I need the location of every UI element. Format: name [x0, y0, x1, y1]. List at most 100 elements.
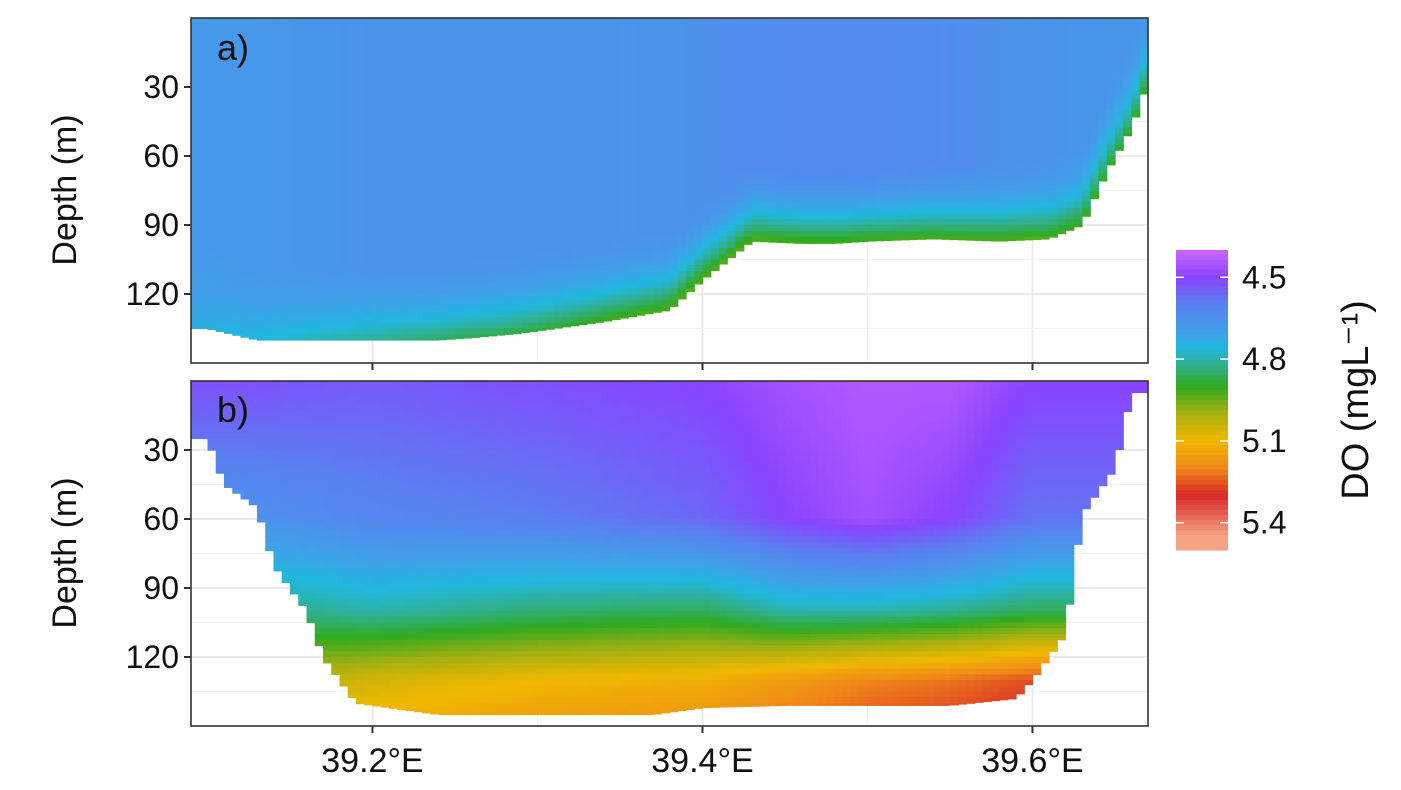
contour-cell — [446, 219, 456, 226]
contour-cell — [603, 115, 613, 123]
contour-cell — [380, 167, 390, 174]
contour-cell — [438, 179, 448, 186]
contour-cell — [323, 236, 332, 243]
contour-cell — [653, 69, 662, 77]
contour-cell — [248, 202, 258, 209]
contour-cell — [966, 69, 976, 77]
contour-cell — [595, 276, 605, 284]
contour-cell — [776, 58, 786, 65]
contour-cell — [405, 253, 415, 261]
contour-cell — [281, 110, 291, 117]
contour-cell — [504, 311, 514, 318]
contour-cell — [215, 161, 225, 169]
contour-cell — [818, 18, 827, 25]
contour-cell — [834, 81, 844, 88]
contour-cell — [686, 179, 695, 186]
contour-cell — [785, 196, 794, 203]
contour-cell — [240, 236, 250, 243]
contour-cell — [595, 64, 605, 71]
contour-cell — [298, 64, 308, 71]
contour-cell — [587, 92, 596, 100]
contour-cell — [191, 219, 200, 226]
contour-cell — [611, 288, 621, 295]
contour-cell — [743, 207, 753, 215]
contour-cell — [719, 127, 728, 134]
contour-cell — [298, 317, 308, 324]
contour-cell — [1016, 133, 1025, 140]
contour-cell — [290, 276, 299, 284]
contour-cell — [347, 248, 357, 255]
contour-cell — [521, 133, 530, 140]
contour-cell — [248, 225, 258, 232]
contour-cell — [867, 225, 877, 232]
contour-cell — [859, 144, 869, 151]
contour-cell — [644, 259, 654, 266]
contour-cell — [207, 167, 217, 174]
contour-cell — [875, 29, 885, 36]
contour-cell — [785, 173, 794, 180]
contour-cell — [875, 81, 885, 88]
contour-cell — [265, 328, 275, 335]
contour-cell — [595, 213, 605, 220]
contour-cell — [793, 213, 803, 220]
contour-cell — [793, 18, 803, 25]
contour-cell — [966, 115, 976, 123]
contour-cell — [578, 322, 588, 326]
contour-cell — [570, 69, 580, 77]
contour-cell — [826, 121, 836, 128]
contour-cell — [974, 213, 984, 220]
contour-cell — [191, 98, 200, 105]
contour-cell — [1016, 87, 1025, 94]
contour-cell — [793, 64, 803, 71]
contour-cell — [636, 18, 646, 25]
contour-cell — [950, 150, 959, 157]
contour-cell — [917, 81, 926, 88]
contour-cell — [1007, 29, 1017, 36]
contour-cell — [257, 179, 266, 186]
contour-cell — [347, 87, 357, 94]
contour-cell — [991, 144, 1001, 151]
contour-cell — [331, 317, 341, 324]
contour-cell — [389, 230, 398, 238]
contour-cell — [578, 213, 588, 220]
contour-cell — [240, 127, 250, 134]
contour-cell — [702, 110, 712, 117]
contour-cell — [479, 69, 489, 77]
contour-cell — [207, 150, 217, 157]
contour-cell — [719, 242, 728, 249]
contour-cell — [644, 282, 654, 289]
contour-cell — [958, 219, 968, 226]
contour-cell — [966, 110, 976, 117]
contour-cell — [504, 202, 514, 209]
contour-cell — [554, 288, 563, 295]
contour-cell — [908, 121, 918, 128]
contour-cell — [380, 213, 390, 220]
contour-cell — [446, 179, 456, 186]
contour-cell — [364, 288, 374, 295]
contour-cell — [372, 52, 382, 59]
contour-cell — [669, 219, 679, 226]
contour-cell — [768, 173, 778, 180]
contour-cell — [298, 294, 308, 301]
contour-cell — [281, 23, 291, 31]
contour-cell — [661, 173, 671, 180]
contour-cell — [694, 190, 704, 197]
contour-cell — [471, 133, 481, 140]
contour-cell — [950, 144, 959, 151]
contour-cell — [677, 144, 687, 151]
contour-cell — [356, 288, 365, 295]
contour-cell — [331, 156, 341, 163]
contour-cell — [710, 110, 720, 117]
contour-cell — [793, 150, 803, 157]
contour-cell — [710, 219, 720, 226]
contour-cell — [488, 322, 497, 330]
contour-cell — [240, 58, 250, 65]
contour-cell — [768, 133, 778, 140]
contour-cell — [240, 156, 250, 163]
contour-cell — [364, 69, 374, 77]
contour-cell — [496, 173, 506, 180]
contour-cell — [207, 133, 217, 140]
contour-cell — [265, 127, 275, 134]
contour-cell — [529, 167, 539, 174]
contour-cell — [463, 115, 473, 123]
